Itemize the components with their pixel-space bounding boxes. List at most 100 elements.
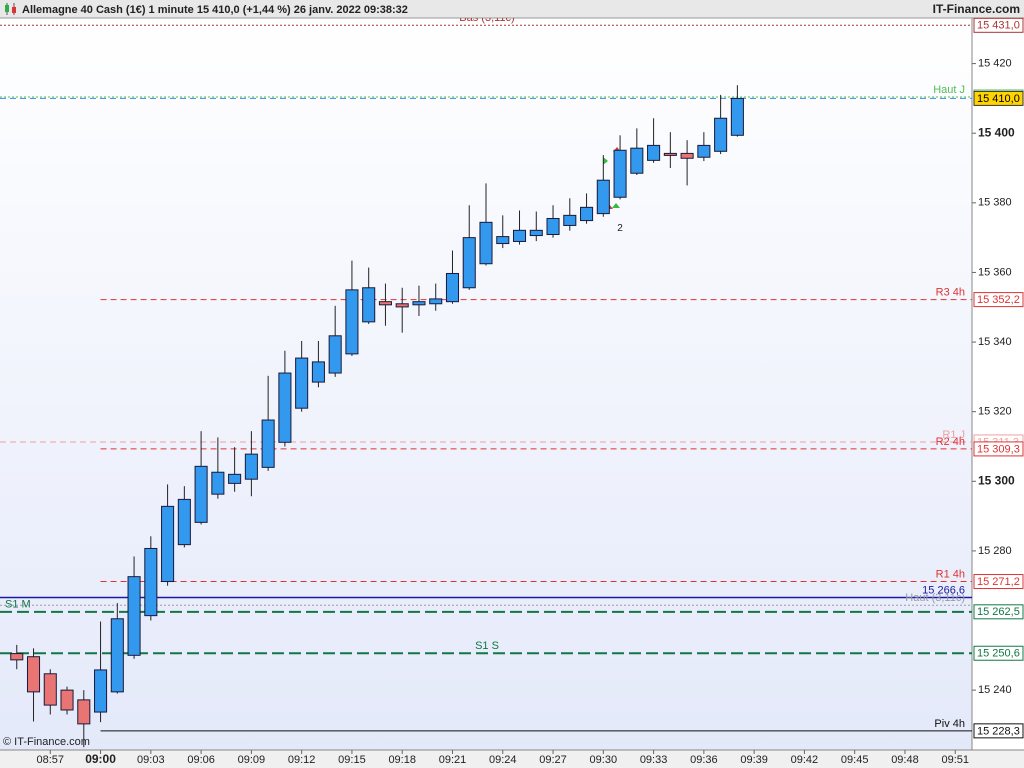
level-value-box [973, 90, 1024, 106]
candle-body [395, 303, 409, 308]
y-tick-label: 15 360 [978, 266, 1012, 278]
x-tick-label: 09:42 [791, 754, 819, 766]
level-name: Bas (3,11c) [459, 12, 514, 24]
candle-body [26, 656, 41, 693]
x-tick-label: 09:30 [590, 754, 618, 766]
annotation: 2 [617, 223, 623, 234]
x-tick-label: 09:33 [640, 754, 668, 766]
candle-body [512, 229, 527, 242]
y-tick-label: 15 320 [978, 406, 1012, 418]
level-value-box [973, 292, 1024, 308]
candle-body [714, 117, 728, 152]
y-tick-label: 15 240 [978, 684, 1012, 696]
x-tick-label: 08:57 [37, 754, 65, 766]
candle-body [278, 372, 292, 443]
candle-body [546, 217, 560, 236]
level-value-label: 15 431,0 [977, 20, 1020, 32]
candle-body [194, 465, 208, 523]
level-name: R3 4h [936, 286, 965, 298]
candle-body [563, 214, 577, 226]
level-value-label: 15 352,2 [977, 294, 1020, 306]
candle-body [244, 453, 258, 480]
x-tick-label: 09:18 [388, 754, 416, 766]
level-value-box [973, 645, 1024, 661]
candle-body [429, 298, 443, 305]
y-tick-label: 15 300 [978, 473, 1015, 487]
candle-body [311, 361, 325, 383]
level-value-box [973, 604, 1024, 620]
time-axis-area [0, 750, 1024, 768]
candle-body [77, 699, 91, 725]
candle-body [345, 289, 359, 355]
candle-body [730, 97, 744, 136]
level-value-label: 15 250,6 [977, 648, 1020, 660]
y-tick-label: 15 280 [978, 545, 1012, 557]
candle-body [177, 498, 191, 546]
candle-body [161, 505, 175, 583]
candles [10, 85, 744, 748]
candle-body [261, 419, 275, 468]
candle-body [94, 669, 108, 713]
candle-body [613, 149, 627, 198]
x-tick-label: 09:03 [137, 754, 165, 766]
level-value-label: 15 271,2 [977, 576, 1020, 588]
candle-body [580, 206, 594, 222]
header-icon [5, 3, 16, 15]
level-value-box [973, 441, 1024, 457]
candle-body [362, 287, 376, 323]
x-tick-label: 09:48 [891, 754, 919, 766]
x-tick-label: 09:15 [338, 754, 366, 766]
footer: © IT-Finance.com [3, 736, 90, 748]
x-tick-label: 09:21 [439, 754, 467, 766]
candle-body [647, 144, 661, 161]
level-name: Haut J [933, 84, 965, 96]
level-name: Piv 4h [934, 718, 965, 730]
candle-body [596, 179, 610, 215]
level-value-label: 15 410,0 [977, 93, 1020, 105]
levels: Bas (3,11c) Haut J R3 4h R1 JR2 4h R1 4h Haut… [0, 12, 972, 732]
x-tick-label: 09:12 [288, 754, 316, 766]
x-tick-label: 09:45 [841, 754, 869, 766]
level-name: R2 4h [936, 436, 965, 448]
level-name: S1 M [5, 599, 31, 611]
level-value-label: 15 228,3 [977, 725, 1020, 737]
x-tick-label: 09:24 [489, 754, 517, 766]
plot-area [0, 18, 972, 750]
level-value-label: 15 309,3 [977, 443, 1020, 455]
candle-body [630, 147, 644, 174]
candle-body [378, 301, 392, 306]
candle-body [43, 673, 57, 706]
level-value-box [973, 723, 1024, 739]
x-tick-label: 09:36 [690, 754, 718, 766]
y-tick-label: 15 380 [978, 197, 1012, 209]
candle-body [228, 473, 242, 484]
candle-body [462, 237, 476, 289]
candle-body [295, 357, 309, 409]
x-tick-label: 09:51 [941, 754, 969, 766]
candle-body [10, 653, 24, 661]
price-axis-area [972, 18, 1024, 750]
x-tick-label: 09:06 [187, 754, 215, 766]
level-value-box [973, 17, 1024, 33]
candle-body [144, 547, 158, 617]
x-tick-label: 09:09 [238, 754, 266, 766]
level-value-box [973, 574, 1024, 590]
x-tick-label: 09:00 [85, 752, 116, 766]
level-name: S1 S [475, 640, 499, 652]
candle-body [663, 152, 677, 156]
chart-title: Allemagne 40 Cash (1€) 1 minute 15 410,0… [22, 4, 408, 16]
level-name: R1 J [942, 429, 965, 441]
candle-body [328, 335, 342, 374]
level-name: Haut (3,11c) [905, 592, 965, 604]
candle-body [412, 301, 426, 306]
candle-body [60, 689, 74, 711]
candle-body [211, 471, 225, 495]
level-value-label: 15 262,5 [977, 606, 1020, 618]
candle-body [496, 236, 510, 245]
x-tick-label: 09:39 [740, 754, 768, 766]
y-tick-label: 15 400 [978, 125, 1015, 139]
level-name: R1 4h [936, 568, 965, 580]
brand: IT-Finance.com [933, 2, 1020, 16]
candle-body [697, 144, 711, 158]
